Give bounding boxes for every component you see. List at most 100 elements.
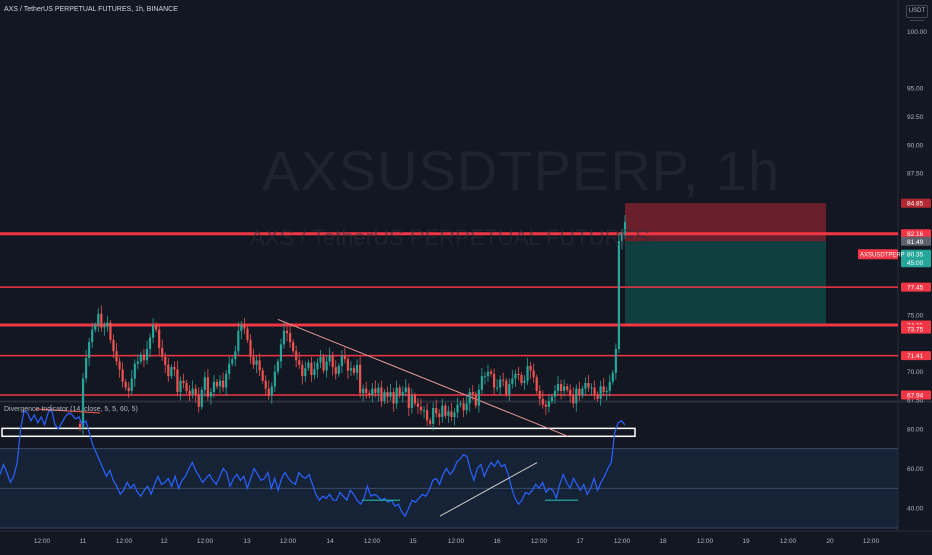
candle-body [346,359,350,371]
price-axis-label[interactable] [901,258,931,268]
price-axis-tick: 70.00 [907,369,924,376]
candle-body [569,389,572,396]
price-axis-label[interactable] [901,390,931,400]
candle-body [234,351,237,360]
stop-loss-zone[interactable] [625,203,826,242]
candle-body [365,388,368,394]
candle-body [383,392,386,402]
candle-body [167,364,170,377]
candle-body [371,388,374,396]
price-axis-label[interactable] [901,351,931,361]
time-axis-tick: 12:00 [697,538,714,545]
candle-body [538,390,541,399]
candle-body [151,325,155,338]
candle-body [359,364,362,394]
oscillator-axis-tick: 80.00 [907,426,924,433]
candle-body [584,382,587,389]
candle-body [124,381,127,388]
candle-body [84,358,88,379]
candle-body [474,394,477,406]
take-profit-zone[interactable] [625,241,826,326]
candle-body [155,325,158,330]
candle-body [194,388,197,395]
price-axis-tick: 100.00 [907,29,927,36]
time-axis-tick: 13 [243,538,251,545]
candle-body [279,344,283,362]
candle-body [319,356,322,363]
candle-body [499,379,502,388]
time-axis-tick: 19 [742,538,750,545]
price-axis-label[interactable] [901,324,931,334]
support-box[interactable] [1,427,636,438]
price-axis-tick: 87.50 [907,171,924,178]
candle-body [203,377,206,390]
candle-body [206,377,209,397]
candle-body [599,386,602,399]
candle-body [620,233,624,242]
candle-body [118,361,121,370]
candle-body [292,342,295,352]
candle-body [145,348,149,361]
candle-body [395,387,398,404]
candle-body [465,403,468,411]
candle-body [222,380,225,388]
time-axis-tick: 12:00 [197,538,214,545]
candle-body [237,330,240,352]
symbol-tag[interactable] [858,249,898,260]
candle-body [435,407,438,414]
candle-body [249,339,252,357]
candle-body [97,313,100,326]
price-axis-label-text: 81.49 [907,239,924,246]
indicator-title[interactable]: Divergence Indicator (14, close, 5, 5, 6… [4,406,138,413]
price-axis-label[interactable] [901,249,931,259]
candle-body [550,396,554,402]
candle-body [623,221,627,234]
candle-body [581,388,584,396]
quote-currency-badge[interactable]: USDT [906,5,928,18]
candle-body [456,404,459,413]
candle-body [617,241,621,349]
price-axis-tick: 67.50 [907,398,924,405]
oscillator-line [0,407,626,518]
candle-body [258,360,261,371]
candle-body [261,370,264,381]
candle-body [100,313,103,328]
chart-title: AXS / TetherUS PERPETUAL FUTURES, 1h, BI… [4,6,178,13]
candle-body [91,329,94,343]
time-axis-tick: 15 [409,538,417,545]
candle-body [276,361,280,372]
candle-body [575,388,578,404]
candle-body [556,384,560,391]
trendline[interactable] [277,318,569,437]
candle-body [374,388,377,394]
candle-body [191,388,194,395]
candle-body [587,382,590,388]
price-axis-tick: 92.50 [907,114,924,121]
candle-body [218,380,222,387]
price-axis-label[interactable] [901,282,931,292]
candle-body [264,380,267,389]
candle-body [505,380,508,395]
candle-body [419,406,423,411]
candle-body [270,386,273,396]
axis-divider [910,20,924,21]
price-axis-label[interactable] [901,229,931,239]
candle-body [459,403,462,405]
candle-body [252,356,255,365]
candle-body [133,363,136,379]
candle-body [185,382,188,391]
time-axis-tick: 12:00 [364,538,381,545]
candle-body [541,398,544,405]
candle-body [352,368,356,373]
price-axis-label[interactable] [901,198,931,208]
price-axis-label[interactable] [901,236,931,246]
oscillator-axis-tick: 40.00 [907,506,924,513]
time-axis-tick: 12:00 [34,538,51,545]
candle-body [325,361,328,371]
candle-body [380,387,383,402]
candle-body [334,367,337,374]
candle-body [349,368,353,371]
time-axis-tick: 12:00 [614,538,631,545]
